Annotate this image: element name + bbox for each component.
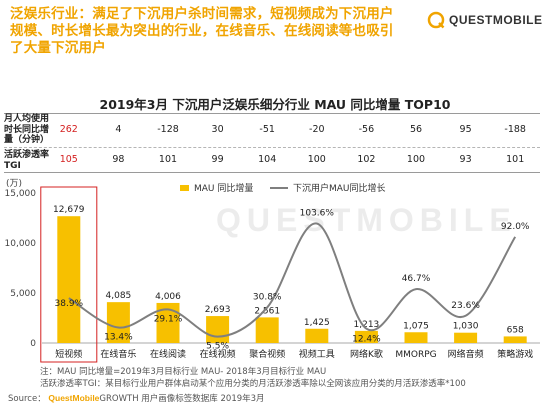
legend-swatch-line [270, 186, 288, 189]
legend-label-line: 下沉用户MAU同比增长 [293, 184, 386, 194]
source-brand: QuestMobile [48, 393, 100, 403]
row2-cell-5: 100 [307, 154, 326, 165]
category-label-7: MMORPG [395, 350, 436, 360]
bar-2 [156, 302, 180, 343]
row1-cell-3: 30 [211, 124, 224, 135]
row2-cell-1: 98 [112, 154, 125, 165]
table-bottom-rule [4, 172, 540, 173]
bar-8 [454, 332, 478, 343]
row2-cell-6: 102 [357, 154, 376, 165]
line-value-label-6: 12.4% [352, 335, 381, 345]
bar-value-label-7: 1,075 [403, 321, 429, 331]
headline: 泛娱乐行业：满足了下沉用户杀时间需求，短视频成为下沉用户 规模、时长增长最为突出… [10, 6, 420, 57]
row1-cell-1: 4 [115, 124, 122, 135]
bar-5 [305, 328, 329, 343]
y-tick-label: 10,000 [5, 239, 37, 249]
legend-item-line: 下沉用户MAU同比增长 [270, 181, 386, 194]
category-label-8: 网络音频 [448, 348, 484, 360]
source-rest: GROWTH 用户画像标签数据库 2019年3月 [99, 394, 265, 404]
y-tick-label: 0 [30, 339, 36, 349]
headline-line-3: 了大量下沉用户 [10, 40, 106, 56]
row2-cell-0: 105 [59, 154, 78, 165]
line-value-label-7: 46.7% [402, 274, 431, 284]
category-label-9: 策略游戏 [497, 348, 533, 360]
row2-cell-3: 99 [211, 154, 224, 165]
bar-6 [354, 330, 378, 343]
bar-value-label-9: 658 [507, 325, 524, 335]
source-prefix: Source： [8, 394, 46, 404]
bar-3 [206, 316, 230, 343]
bar-value-label-2: 4,006 [155, 292, 181, 302]
row2-cell-8: 93 [459, 154, 472, 165]
row1-cell-9: -188 [504, 124, 526, 135]
category-label-3: 在线视频 [200, 348, 236, 360]
legend-swatch-bar [180, 184, 189, 191]
headline-line-1: 泛娱乐行业：满足了下沉用户杀时间需求，短视频成为下沉用户 [10, 6, 394, 22]
source-line: Source： QuestMobileGROWTH 用户画像标签数据库 2019… [8, 392, 265, 404]
row1-cell-5: -20 [309, 124, 325, 135]
legend-label-bar: MAU 同比增量 [194, 184, 254, 194]
row1-cell-7: 56 [409, 124, 423, 135]
line-value-label-4: 30.8% [253, 292, 282, 302]
y-axis-unit: (万) [6, 179, 23, 189]
bar-value-label-4: 2,561 [254, 306, 280, 316]
bar-7 [404, 332, 428, 343]
row1-cell-8: 95 [459, 124, 472, 135]
row1-cell-6: -56 [358, 124, 375, 135]
category-label-2: 在线阅读 [150, 348, 186, 360]
category-label-5: 视频工具 [299, 348, 335, 360]
table-row1-label: 月人均使用 时长同比增 量（分钟） [4, 114, 50, 145]
footnote-1: 注：MAU 同比增量=2019年3月目标行业 MAU- 2018年3月目标行业 … [40, 367, 327, 377]
line-value-label-5: 103.6% [300, 208, 335, 218]
line-value-label-0: 38.9% [55, 299, 84, 309]
row2-cell-7: 100 [406, 154, 426, 165]
category-label-0: 短视频 [55, 348, 82, 360]
bar-value-label-8: 1,030 [453, 322, 479, 332]
table-row-divider [4, 147, 540, 148]
footnote-2: 活跃渗透率TGI：某目标行业用户群体启动某个应用分类的月活跃渗透率除以全网该应用… [40, 379, 466, 389]
chart-title: 2019年3月 下沉用户泛娱乐细分行业 MAU 同比增量 TOP10 [99, 97, 451, 112]
row1-cell-2: -128 [157, 124, 179, 135]
bar-value-label-5: 1,425 [304, 318, 330, 328]
questmobile-logo: QUESTMOBILE [427, 11, 543, 29]
y-tick-label: 15,000 [5, 189, 37, 199]
table-row2-label: 活跃渗透率 TGI [4, 150, 50, 171]
line-series-path [68, 222, 517, 338]
row2-cell-9: 101 [506, 154, 525, 165]
row1-cell-4: -51 [259, 124, 275, 135]
category-label-6: 网络K歌 [350, 348, 383, 360]
line-value-label-9: 92.0% [501, 222, 530, 232]
row2-cell-4: 104 [258, 154, 277, 165]
bar-value-label-3: 2,693 [205, 305, 231, 315]
bar-value-label-6: 1,213 [354, 320, 380, 330]
row1-cell-0: 262 [59, 124, 78, 135]
bar-value-label-0: 12,679 [53, 205, 85, 215]
logo-text: QUESTMOBILE [449, 13, 543, 27]
line-value-label-8: 23.6% [451, 301, 480, 311]
legend-item-bar: MAU 同比增量 [180, 181, 253, 194]
bar-1 [106, 302, 130, 343]
bar-9 [503, 336, 527, 343]
headline-line-2: 规模、时长增长最为突出的行业，在线音乐、在线阅读等也吸引 [10, 23, 394, 39]
y-tick-label: 5,000 [10, 289, 36, 299]
line-value-label-2: 29.1% [154, 314, 183, 324]
questmobile-logo-icon [427, 11, 445, 29]
watermark: QUESTMOBILE [216, 202, 517, 238]
category-label-4: 聚合视频 [249, 348, 285, 360]
line-value-label-3: 5.5% [206, 342, 229, 352]
bar-value-label-1: 4,085 [106, 291, 132, 301]
row2-cell-2: 101 [158, 154, 178, 165]
bar-0 [57, 216, 81, 343]
line-value-label-1: 13.4% [104, 333, 133, 343]
table-top-rule [4, 113, 540, 114]
category-label-1: 在线音乐 [100, 348, 136, 360]
bar-4 [255, 317, 279, 343]
highlight-box [40, 186, 98, 363]
